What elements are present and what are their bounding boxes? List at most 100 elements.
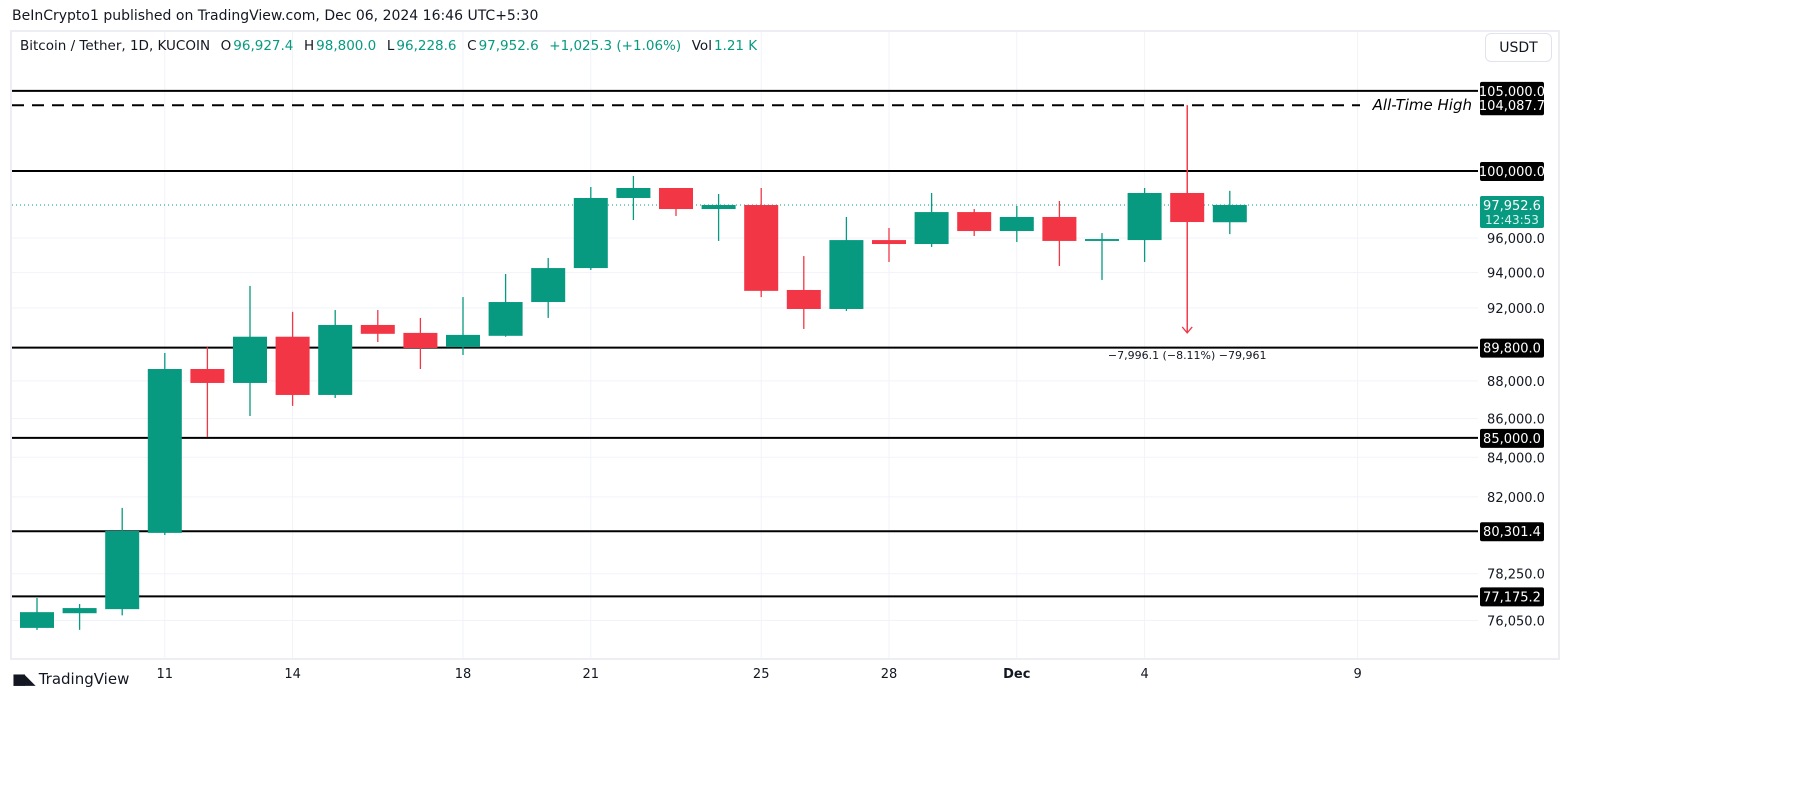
candle-body	[786, 289, 821, 309]
candle-body	[20, 612, 54, 628]
grid	[12, 32, 1478, 658]
candle-body	[1212, 204, 1247, 223]
candle-body	[999, 216, 1034, 232]
brand-name: TradingView	[38, 670, 130, 688]
candle[interactable]	[659, 188, 693, 216]
candle[interactable]	[616, 175, 651, 220]
candle-body	[360, 324, 395, 334]
annotations: −7,996.1 (−8.11%) −79,961	[1108, 105, 1267, 362]
publisher-caption: BeInCrypto1 published on TradingView.com…	[12, 8, 539, 24]
candle[interactable]	[872, 227, 906, 262]
arrow-down-icon	[1181, 326, 1193, 334]
y-tick-label: 86,000.0	[1487, 413, 1545, 428]
candle[interactable]	[744, 188, 779, 298]
candle[interactable]	[957, 209, 992, 236]
candle-body	[446, 334, 480, 348]
chart-pane[interactable]	[10, 30, 1560, 660]
current-price-badge	[1480, 195, 1544, 228]
high-label: H	[304, 38, 315, 54]
candle[interactable]	[531, 257, 566, 318]
candle-body	[1127, 192, 1162, 241]
y-tick-label: 76,050.0	[1487, 615, 1545, 630]
x-tick-label: 11	[157, 667, 174, 682]
candle[interactable]	[360, 310, 395, 342]
y-tick-label: 92,000.0	[1487, 302, 1545, 317]
candle[interactable]	[147, 352, 182, 535]
candle-body	[147, 369, 182, 533]
candle-body	[1085, 239, 1119, 241]
candle[interactable]	[1042, 200, 1077, 266]
candle[interactable]	[190, 347, 225, 438]
level-price-badge	[1480, 81, 1544, 101]
level-price-badge	[1480, 162, 1544, 181]
candle-body	[701, 205, 736, 210]
candle-body	[403, 332, 438, 349]
level-price-badge	[1480, 428, 1544, 448]
close-value: 97,952.6	[478, 38, 539, 54]
candle-body	[1042, 216, 1077, 241]
low-label: L	[386, 38, 395, 54]
candle[interactable]	[999, 206, 1034, 242]
candle[interactable]	[1212, 190, 1247, 235]
level-price-label: 105,000.0	[1479, 85, 1545, 100]
candle[interactable]	[233, 285, 267, 416]
y-tick-label: 96,000.0	[1487, 232, 1545, 247]
candle[interactable]	[20, 598, 54, 630]
open-label: O	[220, 38, 232, 54]
symbol-title[interactable]: Bitcoin / Tether, 1D, KUCOIN	[20, 38, 211, 54]
level-price-badge	[1480, 587, 1544, 607]
candle[interactable]	[914, 192, 949, 247]
high-value: 98,800.0	[316, 38, 377, 54]
ohlc-legend: Bitcoin / Tether, 1D, KUCOIN O 96,927.4 H…	[20, 38, 759, 54]
candle[interactable]	[488, 273, 523, 337]
candle[interactable]	[62, 604, 97, 630]
candle-body	[190, 369, 225, 383]
currency-button[interactable]: USDT	[1485, 33, 1552, 62]
candle[interactable]	[1085, 233, 1119, 280]
candle[interactable]	[446, 297, 480, 355]
candle-body	[914, 212, 949, 245]
candle[interactable]	[1127, 188, 1162, 262]
candle[interactable]	[318, 310, 353, 398]
y-tick-label: 94,000.0	[1487, 267, 1545, 282]
candle[interactable]	[275, 311, 310, 406]
tradingview-logo[interactable]: ■◣ TradingView	[12, 670, 129, 688]
candle-body	[957, 212, 992, 232]
x-tick-label: 14	[284, 667, 301, 682]
candle[interactable]	[573, 187, 608, 270]
x-tick-label: 4	[1140, 667, 1148, 682]
candle-body	[318, 324, 353, 395]
y-tick-label: 88,000.0	[1487, 375, 1545, 390]
change-value: +1,025.3 (+1.06%)	[549, 38, 682, 54]
measure-label: −7,996.1 (−8.11%) −79,961	[1108, 349, 1267, 362]
candle[interactable]	[403, 317, 438, 370]
candle[interactable]	[829, 216, 864, 311]
level-price-label: 100,000.0	[1479, 165, 1545, 180]
tradingview-logo-icon: ■◣	[12, 670, 36, 688]
candle-body	[744, 205, 779, 291]
candle-body	[105, 530, 140, 610]
level-price-label: 80,301.4	[1483, 525, 1541, 540]
level-price-label: 104,087.7	[1479, 99, 1545, 114]
level-price-badge	[1480, 96, 1544, 116]
x-tick-label: Dec	[1003, 667, 1030, 682]
candle[interactable]	[105, 507, 140, 616]
candle[interactable]	[786, 256, 821, 329]
y-tick-label: 84,000.0	[1487, 451, 1545, 466]
candle[interactable]	[701, 193, 736, 241]
current-price-value: 97,952.6	[1483, 199, 1541, 214]
level-price-badge	[1480, 522, 1544, 542]
candle-body	[829, 240, 864, 309]
open-value: 96,927.4	[233, 38, 294, 54]
candle-body	[488, 302, 523, 336]
horizontal-levels: All-Time High	[12, 89, 1478, 598]
candle-body	[531, 268, 566, 303]
level-price-badge	[1480, 338, 1544, 358]
candles	[20, 105, 1247, 630]
price-axis: 96,000.0 94,000.0 92,000.0 88,000.0 86,000.0…	[1479, 81, 1545, 630]
all-time-high-label: All-Time High	[1372, 96, 1472, 114]
y-tick-label: 82,000.0	[1487, 491, 1545, 506]
candle-body	[659, 188, 693, 210]
x-tick-label: 28	[881, 667, 898, 682]
